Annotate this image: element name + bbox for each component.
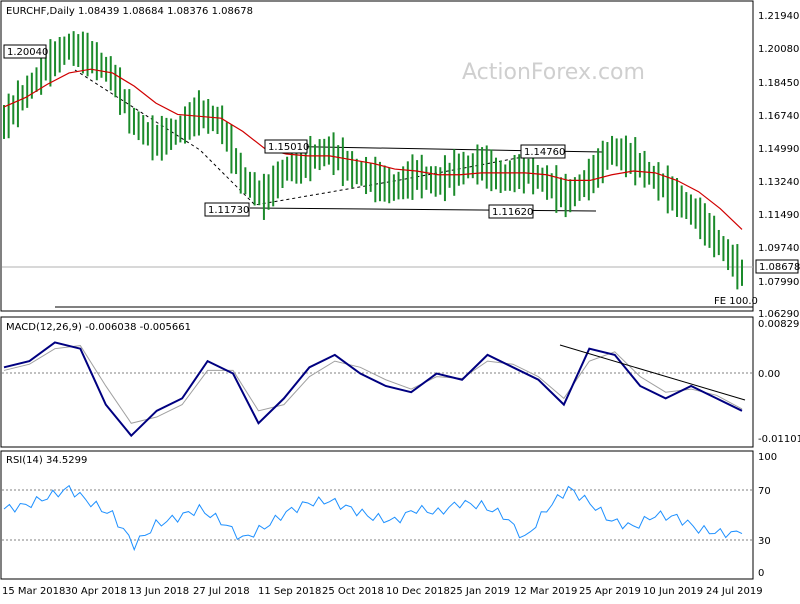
price-tick: 1.13240 — [758, 177, 799, 188]
last-price-label: 1.08678 — [759, 262, 800, 273]
macd-line — [3, 341, 743, 438]
label-1.15010: 1.15010 — [268, 142, 309, 153]
x-tick: 30 Apr 2018 — [65, 586, 127, 597]
price-tick: 1.09740 — [758, 243, 799, 254]
x-tick: 25 Apr 2019 — [579, 586, 641, 597]
price-y-axis: 1.21940 1.20080 1.18450 1.16740 1.14990 … — [758, 11, 799, 320]
rsi-header: RSI(14) 34.5299 — [6, 455, 87, 466]
price-tick: 1.07990 — [758, 277, 799, 288]
fe-label: FE 100.0 — [714, 296, 758, 307]
x-tick: 10 Jun 2019 — [643, 586, 703, 597]
label-box-2 — [264, 139, 308, 154]
price-tick: 1.14990 — [758, 144, 799, 155]
rsi-tick: 100 — [758, 452, 777, 463]
x-tick: 25 Jan 2019 — [450, 586, 510, 597]
macd-trend-line — [559, 344, 746, 401]
macd-tick: -0.011015 — [758, 434, 800, 445]
price-level-labels: 1.20040 1.15010 1.14760 1.11730 1.11620 — [3, 44, 566, 219]
watermark: ActionForex.com — [462, 60, 645, 85]
price-header: EURCHF,Daily 1.08439 1.08684 1.08376 1.0… — [6, 6, 253, 17]
x-tick: 24 Jul 2019 — [706, 586, 763, 597]
macd-signal-line — [3, 345, 743, 424]
macd-tick: 0.008292 — [758, 319, 800, 330]
price-tick: 1.06290 — [758, 309, 799, 320]
label-1.20040: 1.20040 — [7, 47, 48, 58]
label-1.11730: 1.11730 — [208, 205, 249, 216]
label-box-4 — [204, 202, 250, 217]
label-box-1 — [3, 44, 47, 59]
macd-panel-frame — [0, 316, 754, 448]
rsi-tick: 0 — [758, 568, 764, 579]
rsi-tick: 30 — [758, 536, 771, 547]
x-tick: 15 Mar 2018 — [2, 586, 65, 597]
rsi-tick: 70 — [758, 486, 771, 497]
x-tick: 11 Sep 2018 — [258, 586, 321, 597]
x-tick: 27 Jul 2018 — [193, 586, 250, 597]
rsi-line — [3, 484, 743, 552]
x-tick: 12 Mar 2019 — [514, 586, 577, 597]
label-1.14760: 1.14760 — [524, 147, 565, 158]
last-price-box — [755, 259, 799, 274]
price-tick: 1.18450 — [758, 78, 799, 89]
macd-tick: 0.00 — [758, 369, 780, 380]
label-1.11620: 1.11620 — [492, 207, 533, 218]
moving-average-line — [3, 68, 743, 230]
channel-bottom-line — [249, 207, 597, 212]
price-tick: 1.21940 — [758, 11, 799, 22]
price-tick: 1.11490 — [758, 210, 799, 221]
x-tick: 25 Oct 2018 — [322, 586, 384, 597]
x-axis: 15 Mar 2018 30 Apr 2018 13 Jun 2018 27 J… — [2, 586, 763, 597]
price-tick: 1.20080 — [758, 44, 799, 55]
macd-header: MACD(12,26,9) -0.006038 -0.005661 — [6, 322, 191, 333]
rsi-panel-frame — [0, 450, 754, 580]
price-tick: 1.16740 — [758, 111, 799, 122]
label-box-3 — [520, 144, 566, 159]
price-panel-frame — [0, 0, 754, 312]
label-box-5 — [488, 204, 534, 219]
x-tick: 10 Dec 2018 — [386, 586, 450, 597]
x-tick: 13 Jun 2018 — [129, 586, 189, 597]
